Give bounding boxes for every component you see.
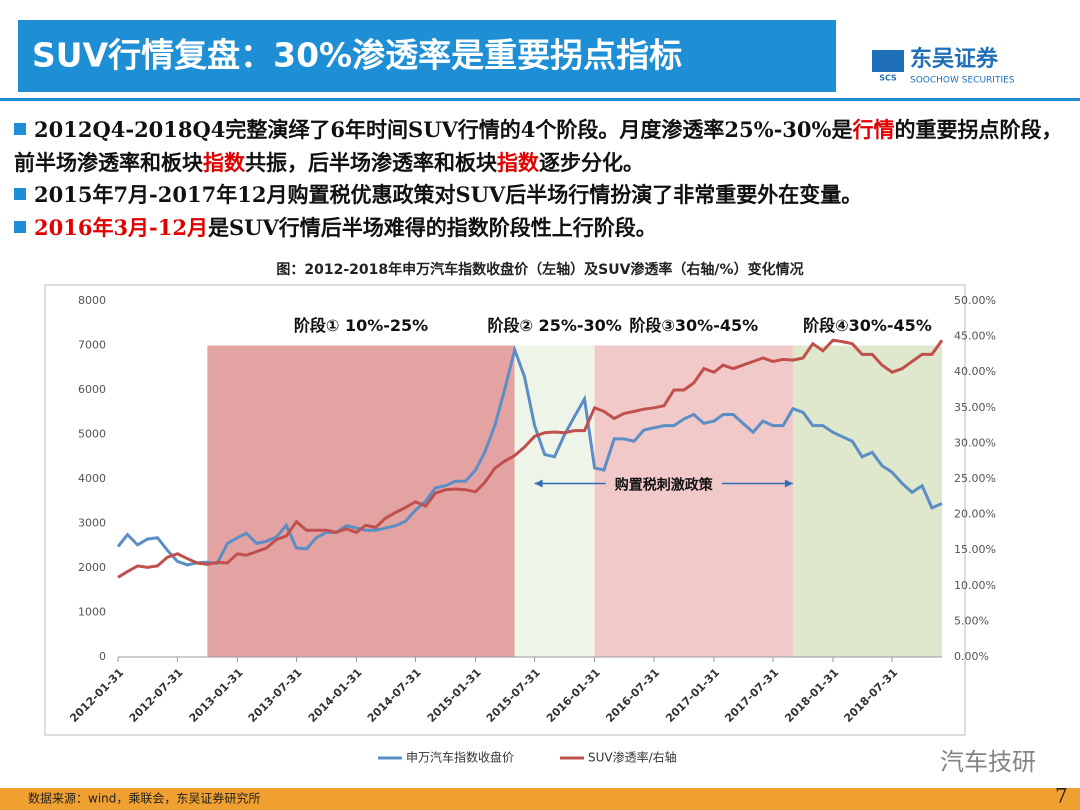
- x-tick-label: 2015-01-31: [425, 666, 484, 725]
- y-tick-label: 0: [99, 650, 106, 663]
- bullet-text: 的重要拐点阶段，前半场渗透率和板块: [14, 117, 1063, 175]
- logo-icon: [872, 50, 904, 72]
- logo-mark: SCS: [879, 74, 897, 83]
- y-tick-label: 1000: [78, 606, 106, 619]
- stage-region: [207, 345, 515, 657]
- y2-tick-label: 5.00%: [954, 614, 989, 627]
- title-bar: [18, 20, 836, 92]
- legend-label: 申万汽车指数收盘价: [406, 750, 514, 765]
- x-tick-label: 2012-07-31: [127, 666, 186, 725]
- y2-tick-label: 20.00%: [954, 508, 996, 521]
- chart-title: 图：2012-2018年申万汽车指数收盘价（左轴）及SUV渗透率（右轴/%）变化…: [276, 261, 803, 278]
- bullet: 2016年3月-12月是SUV行情后半场难得的指数阶段性上行阶段。: [14, 212, 1069, 245]
- y2-tick-label: 0.00%: [954, 650, 989, 663]
- x-tick-label: 2016-01-31: [544, 666, 603, 725]
- annotation-bg: [605, 475, 722, 492]
- x-tick-label: 2018-07-31: [841, 666, 900, 725]
- y-tick-label: 2000: [78, 561, 106, 574]
- bullet: 2012Q4-2018Q4完整演绎了6年时间SUV行情的4个阶段。月度渗透率25…: [14, 114, 1069, 179]
- bullet-text: 2015年7月-2017年12月购置税优惠政策对SUV后半场行情扮演了非常重要外…: [34, 182, 863, 207]
- stage-label: 阶段② 25%-30%: [487, 316, 621, 335]
- page-number: 7: [1055, 784, 1068, 808]
- x-tick-label: 2018-01-31: [782, 666, 841, 725]
- x-tick-label: 2012-01-31: [67, 666, 126, 725]
- bullet-text: 共振，后半场渗透率和板块: [245, 149, 497, 175]
- bullet-text: 指数: [203, 149, 245, 175]
- series-line: [116, 344, 943, 567]
- x-tick-label: 2017-01-31: [663, 666, 722, 725]
- y2-tick-label: 10.00%: [954, 579, 996, 592]
- x-tick-label: 2016-07-31: [603, 666, 662, 725]
- bullet-text: 指数: [497, 149, 539, 175]
- series-line: [117, 338, 944, 579]
- y2-tick-label: 35.00%: [954, 401, 996, 414]
- y-tick-label: 6000: [78, 383, 106, 396]
- y2-tick-label: 25.00%: [954, 472, 996, 485]
- y2-tick-label: 50.00%: [954, 294, 996, 307]
- stage-label: 阶段④30%-45%: [803, 316, 932, 335]
- annotation-text: 购置税刺激政策: [615, 476, 714, 493]
- y2-tick-label: 30.00%: [954, 436, 996, 449]
- x-tick-label: 2013-07-31: [246, 666, 305, 725]
- y-tick-label: 8000: [78, 294, 106, 307]
- stage-label: 阶段① 10%-25%: [294, 316, 428, 335]
- bullet-marker: [14, 188, 26, 200]
- stage-label: 阶段③30%-45%: [629, 316, 758, 335]
- x-tick-label: 2014-07-31: [365, 666, 424, 725]
- source: 数据来源：wind，乘联会，东吴证券研究所: [28, 791, 260, 806]
- x-tick-label: 2015-07-31: [484, 666, 543, 725]
- y2-tick-label: 45.00%: [954, 330, 996, 343]
- y-tick-label: 3000: [78, 517, 106, 530]
- bullet-text: 行情: [852, 117, 895, 142]
- y-tick-label: 7000: [78, 339, 106, 352]
- stage-region: [594, 345, 793, 657]
- stage-region: [792, 345, 942, 657]
- bullet-text: 2012Q4-2018Q4完整演绎了6年时间SUV行情的4个阶段。月度渗透率25…: [34, 117, 853, 142]
- logo-name: 东吴证券: [910, 46, 999, 72]
- header-rule: [0, 98, 1080, 101]
- x-tick-label: 2013-01-31: [187, 666, 246, 725]
- y-tick-label: 4000: [78, 472, 106, 485]
- bullet-marker: [14, 123, 26, 135]
- y2-tick-label: 40.00%: [954, 365, 996, 378]
- bullet-text: 是SUV行情后半场难得的指数阶段性上行阶段。: [208, 214, 657, 240]
- legend-label: SUV渗透率/右轴: [588, 750, 677, 765]
- y-tick-label: 5000: [78, 428, 106, 441]
- bullet-text: 逐步分化。: [539, 149, 644, 175]
- x-tick-label: 2017-07-31: [722, 666, 781, 725]
- slide-title: SUV行情复盘：30%渗透率是重要拐点指标: [32, 36, 682, 75]
- footer-bar: [0, 788, 1080, 810]
- bullets: 2012Q4-2018Q4完整演绎了6年时间SUV行情的4个阶段。月度渗透率25…: [14, 114, 1069, 244]
- bullet-text: 2016年3月-12月: [34, 214, 208, 240]
- plot: 阶段① 10%-25% 阶段② 25%-30% 阶段③30%-45% 阶段④30%-4…: [67, 294, 996, 765]
- bullet-marker: [14, 220, 26, 233]
- x-tick-label: 2014-01-31: [306, 666, 365, 725]
- bullet: 2015年7月-2017年12月购置税优惠政策对SUV后半场行情扮演了非常重要外…: [14, 179, 1069, 212]
- chart-frame: [44, 284, 966, 736]
- logo-en: SOOCHOW SECURITIES: [910, 76, 1015, 86]
- y2-tick-label: 15.00%: [954, 543, 996, 556]
- watermark: 汽车技研: [940, 748, 1036, 776]
